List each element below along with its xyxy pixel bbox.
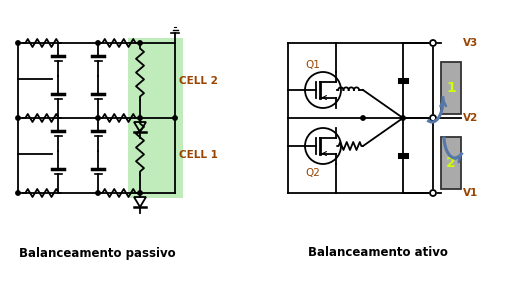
Circle shape — [138, 41, 142, 45]
Circle shape — [16, 41, 20, 45]
Text: V1: V1 — [463, 188, 478, 198]
Circle shape — [96, 41, 100, 45]
Text: Q1: Q1 — [305, 60, 320, 70]
Circle shape — [430, 190, 436, 196]
Text: CELL 2: CELL 2 — [179, 76, 218, 85]
Bar — [441, 137, 461, 189]
Bar — [128, 38, 183, 198]
Circle shape — [138, 191, 142, 195]
Circle shape — [173, 116, 177, 120]
Circle shape — [16, 116, 20, 120]
Circle shape — [430, 40, 436, 46]
Text: V3: V3 — [463, 38, 478, 48]
Circle shape — [96, 191, 100, 195]
Circle shape — [430, 115, 436, 121]
Text: 2: 2 — [446, 156, 456, 170]
Text: 1: 1 — [446, 81, 456, 95]
Text: V2: V2 — [463, 113, 478, 123]
Text: CELL 1: CELL 1 — [179, 151, 218, 160]
Circle shape — [138, 116, 142, 120]
Text: Balanceamento passivo: Balanceamento passivo — [19, 246, 176, 260]
Circle shape — [361, 116, 365, 120]
Circle shape — [96, 116, 100, 120]
Bar — [441, 62, 461, 114]
Circle shape — [16, 191, 20, 195]
Circle shape — [401, 116, 405, 120]
Text: Balanceamento ativo: Balanceamento ativo — [308, 246, 448, 260]
Text: Q2: Q2 — [305, 168, 320, 178]
